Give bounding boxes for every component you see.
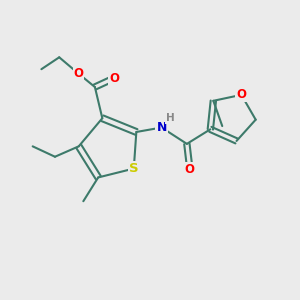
Text: N: N <box>156 121 167 134</box>
Text: H: H <box>166 113 174 123</box>
Text: O: O <box>236 88 246 101</box>
Text: O: O <box>185 163 195 176</box>
Text: O: O <box>74 67 83 80</box>
Text: O: O <box>109 72 119 85</box>
Text: S: S <box>129 162 139 175</box>
